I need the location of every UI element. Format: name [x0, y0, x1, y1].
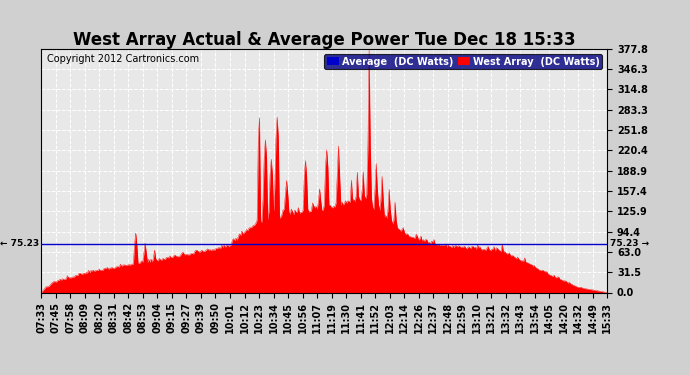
Title: West Array Actual & Average Power Tue Dec 18 15:33: West Array Actual & Average Power Tue De…	[73, 31, 575, 49]
Text: 75.23 →: 75.23 →	[609, 240, 649, 249]
Text: ← 75.23: ← 75.23	[0, 240, 39, 249]
Legend: Average  (DC Watts), West Array  (DC Watts): Average (DC Watts), West Array (DC Watts…	[324, 54, 602, 69]
Text: Copyright 2012 Cartronics.com: Copyright 2012 Cartronics.com	[47, 54, 199, 64]
